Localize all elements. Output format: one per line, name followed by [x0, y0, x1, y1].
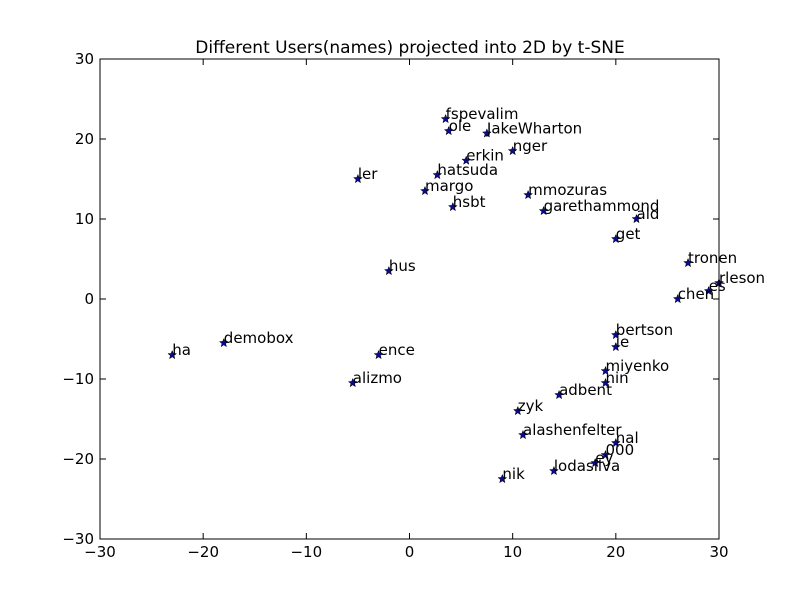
- data-point-marker: [600, 365, 611, 376]
- y-tick-label: 30: [75, 50, 94, 68]
- data-point-label: bertson: [616, 321, 673, 339]
- data-point-label: ald: [637, 205, 660, 223]
- y-tick-label: 20: [75, 130, 94, 148]
- data-point-marker: [600, 449, 611, 460]
- data-point-marker: [461, 155, 472, 165]
- data-point-label: margo: [425, 177, 473, 195]
- data-point-label: demobox: [224, 329, 294, 347]
- data-point-marker: [538, 205, 549, 216]
- data-point-marker: [610, 341, 621, 352]
- data-point-label: mmozuras: [528, 181, 607, 199]
- data-point-label: alizmo: [353, 369, 402, 387]
- data-point-label: adbent: [559, 381, 612, 399]
- data-point-marker: [600, 377, 611, 388]
- data-point-marker: [631, 213, 642, 224]
- chart-title: Different Users(names) projected into 2D…: [195, 38, 624, 58]
- data-point-label: alashenfelter: [523, 421, 622, 439]
- data-point-marker: [610, 437, 621, 448]
- data-point-label: zyk: [518, 397, 544, 415]
- data-point-marker: [167, 349, 178, 360]
- data-point-label: JakeWharton: [486, 119, 582, 137]
- x-tick-label: −20: [187, 543, 219, 561]
- data-point-label: hus: [389, 257, 416, 275]
- data-point-marker: [373, 349, 384, 360]
- x-tick-label: 0: [405, 543, 415, 561]
- plot-frame: [99, 58, 720, 540]
- data-point-label: lodasilva: [554, 457, 620, 475]
- data-point-marker: [440, 113, 451, 124]
- data-point-label: nik: [502, 465, 525, 483]
- data-point-marker: [554, 389, 565, 400]
- data-point-marker: [420, 185, 430, 196]
- axis-ticks: −30 −20 −10 0 10 20 30 −30 −20 −10 0 10 20 30: [62, 50, 728, 561]
- data-point-marker: [610, 329, 621, 340]
- y-tick-label: −20: [62, 450, 94, 468]
- data-point-label: fspevalim: [446, 105, 519, 123]
- data-point-label: nal: [616, 429, 639, 447]
- data-point-marker: [683, 257, 694, 268]
- data-point-marker: [443, 125, 454, 136]
- data-point-label: nger: [513, 137, 548, 155]
- y-tick-label: −30: [62, 530, 94, 548]
- y-tick-label: 10: [75, 210, 94, 228]
- data-point-label: ie: [616, 333, 629, 351]
- data-point-marker: [432, 169, 443, 180]
- data-point-marker: [507, 145, 518, 156]
- data-point-label: miyenko: [606, 357, 670, 375]
- data-point-marker: [703, 285, 714, 296]
- x-tick-label: −30: [84, 543, 116, 561]
- data-point-label: hatsuda: [437, 161, 498, 179]
- data-point-label: ha: [172, 341, 191, 359]
- data-point-marker: [481, 128, 492, 138]
- data-point-label: hsbt: [453, 193, 486, 211]
- data-point-label: chen: [678, 285, 715, 303]
- data-point-label: tronen: [688, 249, 737, 267]
- x-tick-label: −10: [290, 543, 322, 561]
- x-tick-label: 30: [709, 543, 728, 561]
- y-tick-label: 0: [84, 290, 94, 308]
- data-point-marker: [447, 201, 458, 212]
- data-point-label: rleson: [719, 269, 765, 287]
- data-point-label: get: [616, 225, 641, 243]
- data-point-marker: [512, 405, 523, 416]
- data-point-label: ole: [449, 117, 472, 135]
- data-point-marker: [548, 465, 559, 476]
- data-point-marker: [383, 265, 394, 276]
- data-point-marker: [610, 233, 621, 244]
- x-tick-label: 20: [606, 543, 625, 561]
- data-point-marker: [497, 473, 508, 484]
- data-point-marker: [518, 429, 528, 440]
- data-point-label: 000: [606, 441, 635, 459]
- data-point-label: ey: [595, 449, 613, 467]
- y-tick-label: −10: [62, 370, 94, 388]
- data-point-label: ence: [379, 341, 415, 359]
- data-point-marker: [347, 377, 358, 388]
- data-point-label: ler: [358, 165, 378, 183]
- data-point-marker: [352, 173, 363, 184]
- data-point-marker: [672, 293, 683, 304]
- data-point-marker: [218, 337, 229, 348]
- data-point-marker: [523, 189, 534, 200]
- data-point-label: erkin: [466, 147, 504, 165]
- data-point-label: es: [709, 277, 726, 295]
- data-point-label: garethammond: [544, 197, 660, 215]
- data-point-label: nin: [606, 369, 629, 387]
- x-tick-label: 10: [503, 543, 522, 561]
- data-point-marker: [590, 457, 601, 468]
